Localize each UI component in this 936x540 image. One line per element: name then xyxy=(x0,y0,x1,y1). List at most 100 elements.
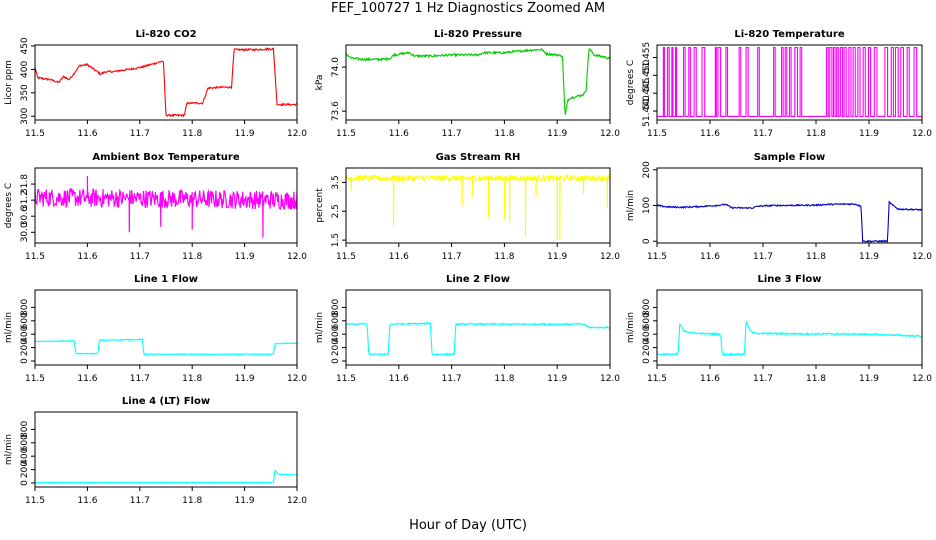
plot-frame xyxy=(345,167,611,244)
y-axis-label: degrees C xyxy=(626,60,636,105)
x-tick-label: 11.5 xyxy=(336,129,356,139)
data-series-line3 xyxy=(657,320,922,357)
plot-frame xyxy=(345,289,611,366)
y-tick-label: 800 xyxy=(20,421,30,438)
x-tick-label: 11.6 xyxy=(77,374,97,384)
y-axis-label: ml/min xyxy=(4,434,14,465)
x-tick-label: 11.8 xyxy=(182,252,202,262)
x-tick-label: 11.7 xyxy=(442,252,462,262)
y-tick-label: 73.6 xyxy=(331,101,341,121)
y-tick-label: 200 xyxy=(642,161,652,178)
plot-frame xyxy=(34,411,298,488)
y-tick-label: 350 xyxy=(20,84,30,101)
x-tick-label: 11.6 xyxy=(389,252,409,262)
x-tick-label: 11.6 xyxy=(77,129,97,139)
x-tick-label: 12.0 xyxy=(287,129,307,139)
panel-title: Li-820 Temperature xyxy=(734,29,844,40)
x-tick-label: 11.5 xyxy=(25,252,45,262)
x-tick-label: 11.7 xyxy=(130,496,150,506)
y-tick-label: 31.8 xyxy=(20,174,30,194)
data-series-pressure xyxy=(346,47,610,115)
x-tick-label: 12.0 xyxy=(600,129,620,139)
x-tick-label: 11.8 xyxy=(494,252,514,262)
y-tick-label: 400 xyxy=(331,325,341,342)
plot-frame xyxy=(656,289,923,366)
x-tick-label: 11.7 xyxy=(130,374,150,384)
plot-frame xyxy=(34,289,298,366)
y-tick-label: 51.450 xyxy=(642,59,652,91)
x-tick-label: 12.0 xyxy=(600,374,620,384)
x-tick-label: 11.9 xyxy=(547,374,567,384)
x-tick-label: 11.9 xyxy=(859,374,879,384)
x-tick-label: 12.0 xyxy=(600,252,620,262)
y-axis-label: ml/min xyxy=(626,312,636,343)
y-tick-label: 800 xyxy=(331,299,341,316)
y-tick-label: 200 xyxy=(20,339,30,356)
x-tick-label: 12.0 xyxy=(287,252,307,262)
panel-title: Gas Stream RH xyxy=(436,152,521,163)
x-tick-label: 11.9 xyxy=(547,252,567,262)
y-tick-label: 200 xyxy=(642,339,652,356)
y-tick-label: 74.0 xyxy=(331,57,341,77)
x-tick-label: 11.8 xyxy=(182,496,202,506)
x-tick-label: 11.6 xyxy=(700,129,720,139)
x-tick-label: 11.8 xyxy=(806,129,826,139)
x-tick-label: 11.6 xyxy=(77,252,97,262)
x-tick-label: 11.5 xyxy=(336,252,356,262)
x-tick-label: 11.6 xyxy=(389,374,409,384)
data-series-line2 xyxy=(346,321,610,356)
x-tick-label: 11.9 xyxy=(235,252,255,262)
y-tick-label: 400 xyxy=(20,61,30,78)
data-series-temperature xyxy=(657,46,922,117)
x-tick-label: 12.0 xyxy=(912,252,932,262)
data-series-sample_flow xyxy=(657,200,922,243)
x-tick-label: 11.5 xyxy=(647,252,667,262)
x-tick-label: 11.7 xyxy=(753,374,773,384)
x-tick-label: 11.9 xyxy=(235,496,255,506)
data-series-ambient xyxy=(35,176,297,238)
y-tick-label: 30.6 xyxy=(20,206,30,226)
y-tick-label: 800 xyxy=(642,299,652,316)
x-tick-label: 11.7 xyxy=(130,252,150,262)
y-axis-label: ml/min xyxy=(626,190,636,221)
y-tick-label: 0 xyxy=(20,480,30,486)
panel-pressure: Li-820 Pressure kPa 11.5 11.6 11.7 11.8 11.9 12… xyxy=(315,29,620,139)
x-tick-label: 11.7 xyxy=(753,252,773,262)
x-tick-label: 12.0 xyxy=(287,496,307,506)
panel-sample_flow: Sample Flow ml/min 11.5 11.6 11.7 11.8 11.9 12.… xyxy=(626,152,932,262)
panel-title: Line 3 Flow xyxy=(758,274,822,285)
x-tick-label: 11.9 xyxy=(235,374,255,384)
x-tick-label: 11.8 xyxy=(806,252,826,262)
y-tick-label: 0 xyxy=(20,358,30,364)
x-tick-label: 11.6 xyxy=(389,129,409,139)
panel-temperature: Li-820 Temperature degrees C 11.5 11.6 11.7 1… xyxy=(626,29,932,139)
panel-line4: Line 4 (LT) Flow ml/min 11.5 11.6 11.7 11.8 11… xyxy=(4,396,307,506)
x-tick-label: 12.0 xyxy=(287,374,307,384)
panel-title: Sample Flow xyxy=(754,152,826,163)
y-tick-label: 600 xyxy=(642,312,652,329)
y-axis-label: Licor ppm xyxy=(4,60,14,105)
panel-line1: Line 1 Flow ml/min 11.5 11.6 11.7 11.8 11.9 12.… xyxy=(4,274,307,384)
data-series-co2 xyxy=(35,47,297,118)
y-axis-label: percent xyxy=(315,188,325,223)
y-tick-label: 0 xyxy=(331,358,341,364)
y-tick-label: 51.440 xyxy=(642,95,652,127)
x-tick-label: 11.7 xyxy=(442,129,462,139)
x-tick-label: 11.5 xyxy=(25,496,45,506)
x-tick-label: 11.6 xyxy=(77,496,97,506)
y-tick-label: 300 xyxy=(20,107,30,124)
x-tick-label: 11.9 xyxy=(859,252,879,262)
x-tick-label: 11.5 xyxy=(25,129,45,139)
y-tick-label: 400 xyxy=(20,325,30,342)
data-series-line1 xyxy=(35,338,297,356)
y-axis-label: kPa xyxy=(315,75,325,91)
y-axis-label: degrees C xyxy=(4,183,14,228)
y-tick-label: 800 xyxy=(20,299,30,316)
panel-ambient: Ambient Box Temperature degrees C 11.5 11.6… xyxy=(4,152,307,262)
plot-frame xyxy=(345,44,611,121)
x-tick-label: 11.7 xyxy=(130,129,150,139)
y-tick-label: 600 xyxy=(331,312,341,329)
y-tick-label: 0 xyxy=(642,238,652,244)
x-tick-label: 11.9 xyxy=(859,129,879,139)
